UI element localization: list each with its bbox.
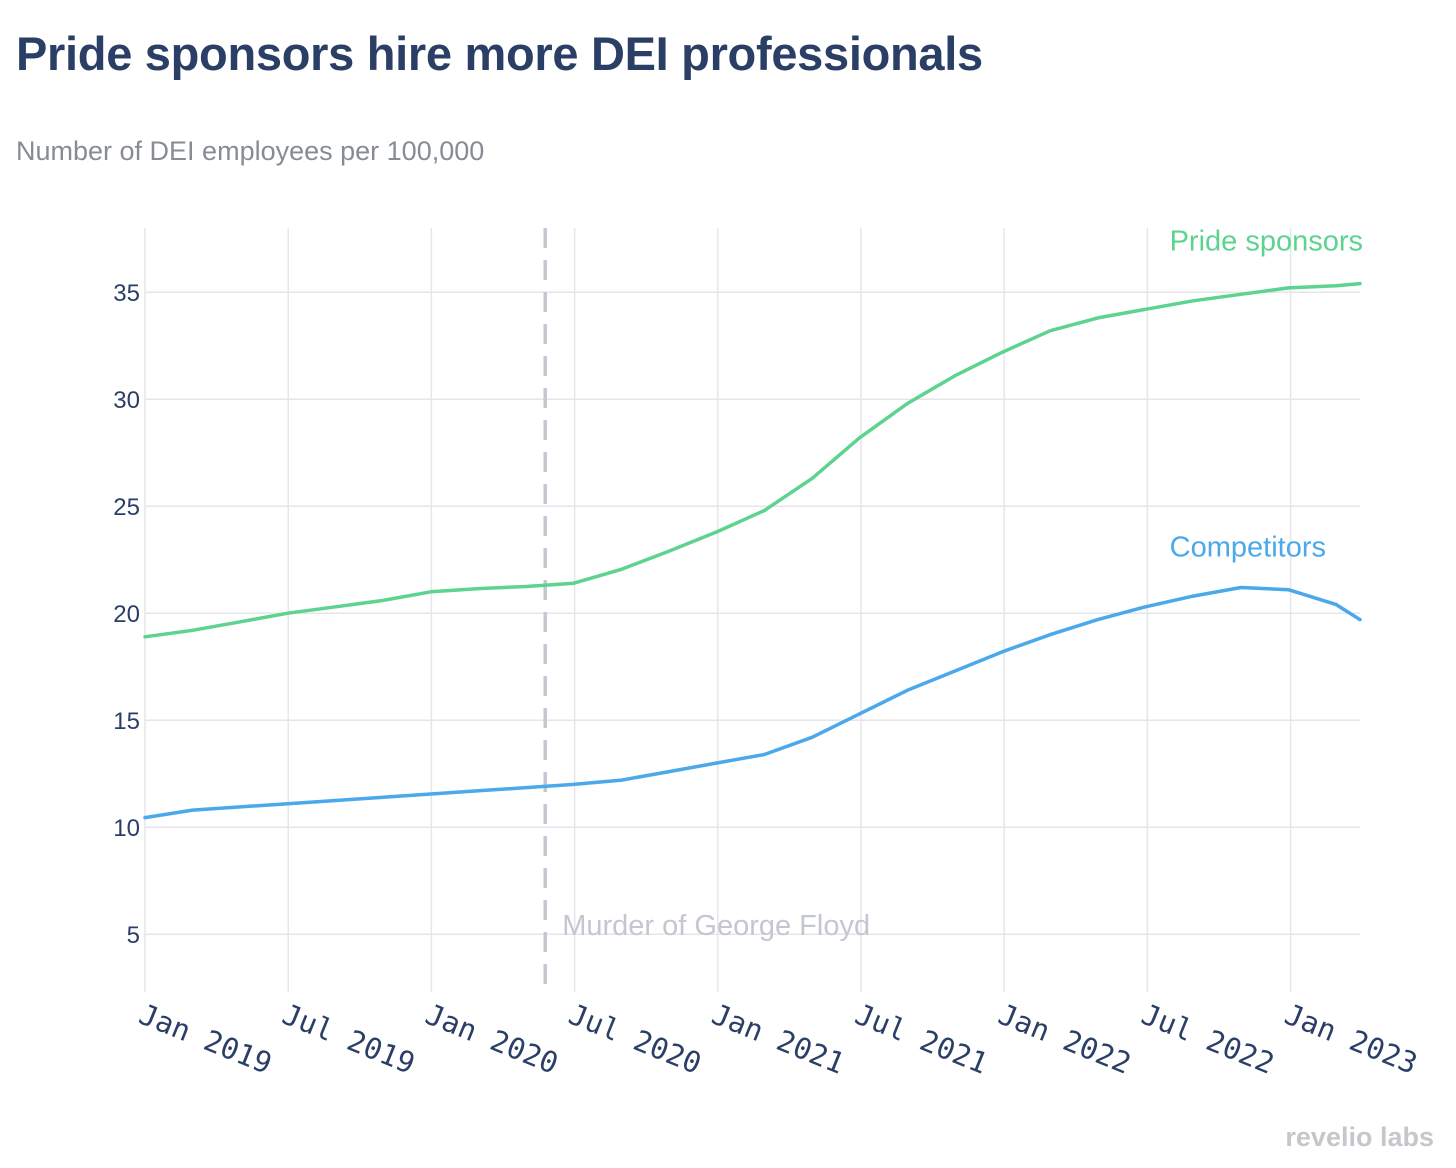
y-axis-ticks: 5 10 15 20 25 30 35 [113,280,140,949]
x-tick-label: Jul 2020 [564,997,706,1081]
x-tick-label: Jan 2023 [1280,997,1422,1081]
x-tick-label: Jul 2021 [850,997,992,1081]
y-tick-label: 25 [113,494,140,521]
x-tick-label: Jan 2022 [994,997,1136,1081]
series-label-pride-sponsors: Pride sponsors [1170,226,1363,258]
y-tick-label: 15 [113,708,140,735]
series-labels: Pride sponsors Competitors [1170,226,1363,564]
chart-subtitle: Number of DEI employees per 100,000 [16,136,485,166]
series-line-competitors [143,585,1362,820]
brand-logo: revelio labs [1285,1122,1434,1152]
series-line-pride-sponsors [143,281,1362,639]
x-tick-label: Jan 2020 [421,997,563,1081]
x-axis-ticks: Jan 2019 Jul 2019 Jan 2020 Jul 2020 Jan 2021… [134,997,1422,1081]
x-tick-label: Jan 2021 [707,997,849,1081]
y-tick-label: 10 [113,815,140,842]
x-tick-label: Jul 2019 [278,997,420,1081]
x-tick-label: Jan 2019 [134,997,276,1081]
gridlines [144,228,1360,992]
series-lines [143,281,1362,820]
chart-title: Pride sponsors hire more DEI professiona… [16,27,983,80]
y-tick-label: 30 [113,387,140,414]
y-tick-label: 35 [113,280,140,307]
y-tick-label: 20 [113,601,140,628]
x-tick-label: Jul 2022 [1137,997,1279,1081]
event-annotation-label: Murder of George Floyd [562,910,870,942]
annotations: Murder of George Floyd [543,228,870,992]
y-tick-label: 5 [127,922,140,949]
series-label-competitors: Competitors [1170,532,1326,564]
